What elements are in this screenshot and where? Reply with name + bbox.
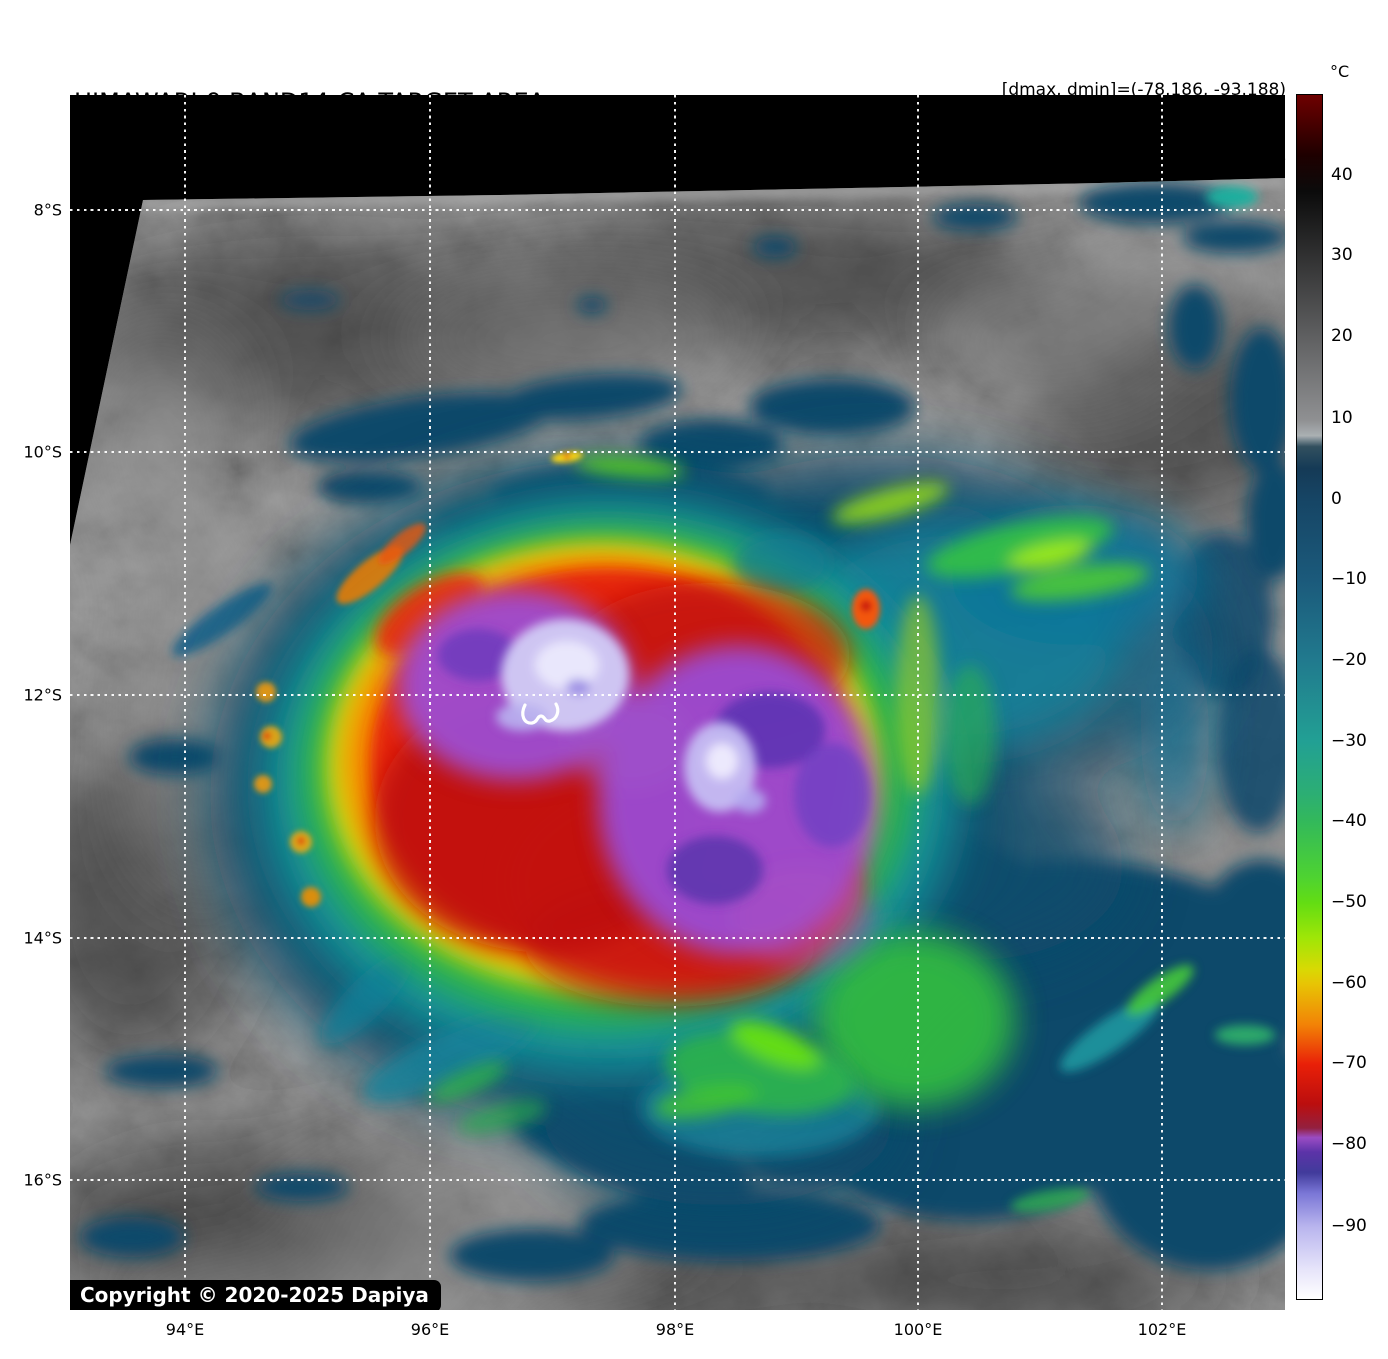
- colorbar-tick-label: −40: [1331, 811, 1367, 832]
- y-tick-label: 12°S: [23, 685, 62, 705]
- colorbar-tick-label: −60: [1331, 972, 1367, 993]
- colorbar-tick-label: 0: [1331, 488, 1342, 509]
- gridline-horizontal: [70, 451, 1285, 453]
- gridline-vertical: [674, 95, 676, 1310]
- colorbar-tick-label: 30: [1331, 245, 1353, 266]
- y-tick-label: 14°S: [23, 928, 62, 948]
- y-tick-label: 8°S: [33, 200, 62, 220]
- anvil-green-streaks: [429, 455, 1150, 1134]
- rainband-hot-speckles: [254, 451, 880, 907]
- colorbar-tick-label: 10: [1331, 407, 1353, 428]
- colorbar-tick-label: −50: [1331, 891, 1367, 912]
- copyright-badge: Copyright © 2020-2025 Dapiya: [70, 1280, 441, 1310]
- x-tick-label: 98°E: [655, 1320, 695, 1339]
- colorbar-tick-label: −20: [1331, 649, 1367, 670]
- satellite-image: [70, 95, 1285, 1310]
- x-tick-label: 102°E: [1137, 1320, 1187, 1339]
- x-tick-label: 100°E: [893, 1320, 943, 1339]
- colorbar-tick-label: −10: [1331, 569, 1367, 590]
- x-tick-label: 96°E: [410, 1320, 450, 1339]
- colorbar: [1296, 94, 1323, 1300]
- x-tick-label: 94°E: [165, 1320, 205, 1339]
- storm-center-marker: [521, 702, 560, 725]
- colorbar-tick-label: 20: [1331, 326, 1353, 346]
- colorbar-ticks: 40 30 20 10 0 −10 −20 −30 −40 −50 −60 −70 −80 −90: [1331, 94, 1386, 1298]
- gridline-horizontal: [70, 937, 1285, 939]
- colorbar-tick-label: −30: [1331, 730, 1367, 751]
- colorbar-tick-label: −90: [1331, 1215, 1367, 1236]
- gridline-horizontal: [70, 1179, 1285, 1181]
- gridline-vertical: [184, 95, 186, 1310]
- gridline-horizontal: [70, 209, 1285, 211]
- y-tick-label: 10°S: [23, 442, 62, 462]
- colorbar-unit-label: °C: [1330, 62, 1350, 81]
- gridline-vertical: [917, 95, 919, 1310]
- satellite-map: Copyright © 2020-2025 Dapiya: [70, 95, 1285, 1310]
- colorbar-tick-label: −80: [1331, 1133, 1367, 1154]
- y-tick-label: 16°S: [23, 1170, 62, 1190]
- gridline-vertical: [1161, 95, 1163, 1310]
- colorbar-tick-label: 40: [1331, 164, 1353, 185]
- gridline-horizontal: [70, 694, 1285, 696]
- gridline-vertical: [429, 95, 431, 1310]
- colorbar-tick-label: −70: [1331, 1053, 1367, 1074]
- cyclone: [210, 451, 1215, 1205]
- swath-top-edge-highlight: [139, 178, 1285, 210]
- coldest-tops-lavender: [496, 619, 766, 813]
